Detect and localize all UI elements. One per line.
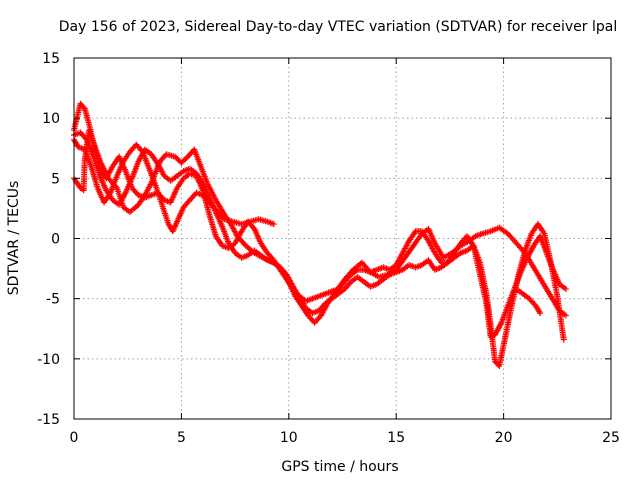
axis-ticks: 0 5 10 15 20 25 -15 -10 -5 0 5 10 15 [37, 51, 620, 446]
y-tick-label: 10 [42, 111, 60, 127]
data-points [71, 100, 569, 370]
x-tick-label: 0 [70, 430, 79, 446]
y-tick-label: -10 [37, 352, 60, 368]
gridlines [74, 58, 611, 419]
data-point [562, 312, 569, 319]
x-tick-label: 10 [280, 430, 298, 446]
y-axis-label: SDTVAR / TECUs [6, 181, 22, 296]
series-track-3 [71, 129, 567, 370]
series-track-4 [71, 127, 569, 341]
y-tick-label: -15 [37, 412, 60, 428]
x-tick-label: 15 [387, 430, 405, 446]
data-point [537, 310, 544, 317]
y-tick-label: 5 [51, 171, 60, 187]
chart-title: Day 156 of 2023, Sidereal Day-to-day VTE… [59, 19, 617, 35]
y-tick-label: -5 [46, 292, 60, 308]
data-point [270, 221, 277, 228]
series-track-5 [513, 286, 544, 317]
y-tick-label: 15 [42, 51, 60, 67]
x-tick-label: 5 [177, 430, 186, 446]
x-tick-label: 20 [495, 430, 513, 446]
data-point [560, 336, 567, 343]
y-tick-label: 0 [51, 232, 60, 248]
x-tick-label: 25 [602, 430, 620, 446]
x-axis-label: GPS time / hours [281, 459, 398, 475]
series-track-2 [71, 136, 277, 235]
data-point [562, 286, 569, 293]
